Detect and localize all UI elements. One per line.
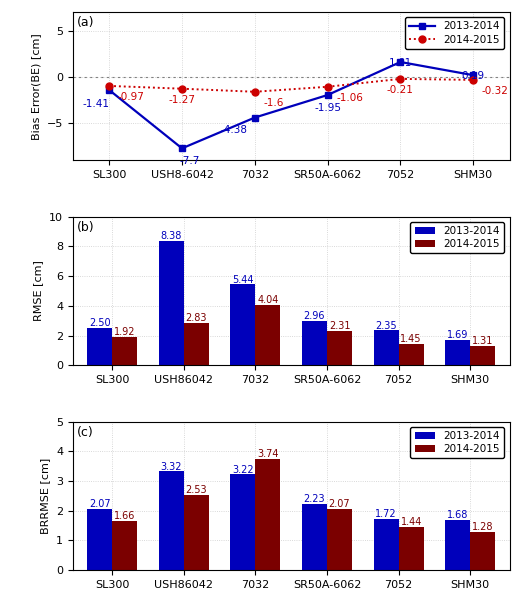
Text: -1.6: -1.6 (264, 98, 284, 108)
Bar (373, 331, 399, 365)
Bar (87, 328, 112, 365)
Text: 2.35: 2.35 (375, 320, 397, 331)
Bar (445, 340, 470, 365)
Text: (a): (a) (77, 16, 95, 29)
Text: 3.22: 3.22 (232, 464, 254, 475)
Bar (302, 321, 327, 365)
2013-2014 (397, 58, 404, 65)
Bar (184, 323, 209, 365)
Line: 2014-2015: 2014-2015 (106, 76, 477, 95)
Text: 3.32: 3.32 (161, 461, 182, 472)
Bar (399, 344, 424, 365)
2013-2014 (252, 114, 258, 121)
Text: -0.21: -0.21 (387, 85, 414, 95)
Bar (373, 519, 399, 570)
Text: -1.95: -1.95 (314, 103, 341, 113)
Text: -1.27: -1.27 (168, 95, 196, 105)
Text: 2.23: 2.23 (304, 494, 326, 504)
Bar (327, 509, 352, 570)
2013-2014 (470, 71, 476, 79)
Text: 2.50: 2.50 (89, 319, 110, 328)
Text: 3.74: 3.74 (257, 449, 279, 459)
Bar (112, 337, 137, 365)
2014-2015 (179, 85, 185, 92)
2013-2014 (179, 145, 185, 152)
Text: 1.44: 1.44 (400, 517, 422, 527)
Line: 2013-2014: 2013-2014 (106, 59, 477, 152)
2014-2015 (397, 75, 404, 82)
Bar (470, 532, 495, 570)
Bar (87, 509, 112, 570)
Text: 1.69: 1.69 (447, 331, 469, 340)
Text: 2.83: 2.83 (186, 313, 207, 323)
Text: 2.07: 2.07 (89, 499, 110, 509)
Text: -1.06: -1.06 (336, 93, 363, 103)
Text: -4.38: -4.38 (220, 125, 248, 136)
Bar (230, 475, 255, 570)
Bar (230, 284, 255, 365)
Text: 2.96: 2.96 (304, 311, 325, 322)
Text: 0.19: 0.19 (462, 71, 485, 81)
Text: 1.66: 1.66 (114, 511, 135, 521)
Text: (b): (b) (77, 221, 95, 234)
Text: 1.31: 1.31 (472, 336, 493, 346)
Text: 1.68: 1.68 (447, 511, 469, 520)
Text: -7.7: -7.7 (179, 156, 200, 166)
2014-2015 (252, 88, 258, 95)
Bar (302, 504, 327, 570)
Bar (159, 472, 184, 570)
2014-2015 (106, 82, 112, 89)
Y-axis label: BRRMSE [cm]: BRRMSE [cm] (41, 458, 50, 534)
Y-axis label: Bias Error(BE) [cm]: Bias Error(BE) [cm] (31, 33, 41, 140)
Bar (184, 495, 209, 570)
Text: 1.61: 1.61 (389, 58, 412, 68)
Text: 2.07: 2.07 (329, 499, 350, 509)
Text: 4.04: 4.04 (257, 295, 279, 305)
Legend: 2013-2014, 2014-2015: 2013-2014, 2014-2015 (405, 17, 504, 49)
Legend: 2013-2014, 2014-2015: 2013-2014, 2014-2015 (410, 222, 504, 253)
Text: 1.28: 1.28 (472, 522, 493, 532)
Text: 1.45: 1.45 (400, 334, 422, 344)
2014-2015 (324, 83, 331, 91)
Bar (470, 346, 495, 365)
Text: 2.53: 2.53 (186, 485, 207, 495)
Bar (255, 305, 280, 365)
Text: -0.32: -0.32 (482, 86, 509, 96)
Bar (159, 241, 184, 365)
Bar (327, 331, 352, 365)
Text: 8.38: 8.38 (161, 231, 182, 241)
Y-axis label: RMSE [cm]: RMSE [cm] (33, 260, 44, 322)
Text: 1.72: 1.72 (375, 509, 397, 519)
Bar (445, 520, 470, 570)
Bar (255, 459, 280, 570)
Legend: 2013-2014, 2014-2015: 2013-2014, 2014-2015 (410, 427, 504, 458)
Text: (c): (c) (77, 426, 94, 439)
Bar (112, 521, 137, 570)
2013-2014 (324, 91, 331, 98)
2014-2015 (470, 76, 476, 83)
Text: -1.41: -1.41 (82, 99, 109, 109)
Text: -0.97: -0.97 (118, 92, 145, 102)
2013-2014 (106, 86, 112, 94)
Bar (399, 527, 424, 570)
Text: 2.31: 2.31 (329, 321, 350, 331)
Text: 1.92: 1.92 (114, 327, 136, 337)
Text: 5.44: 5.44 (232, 275, 254, 284)
